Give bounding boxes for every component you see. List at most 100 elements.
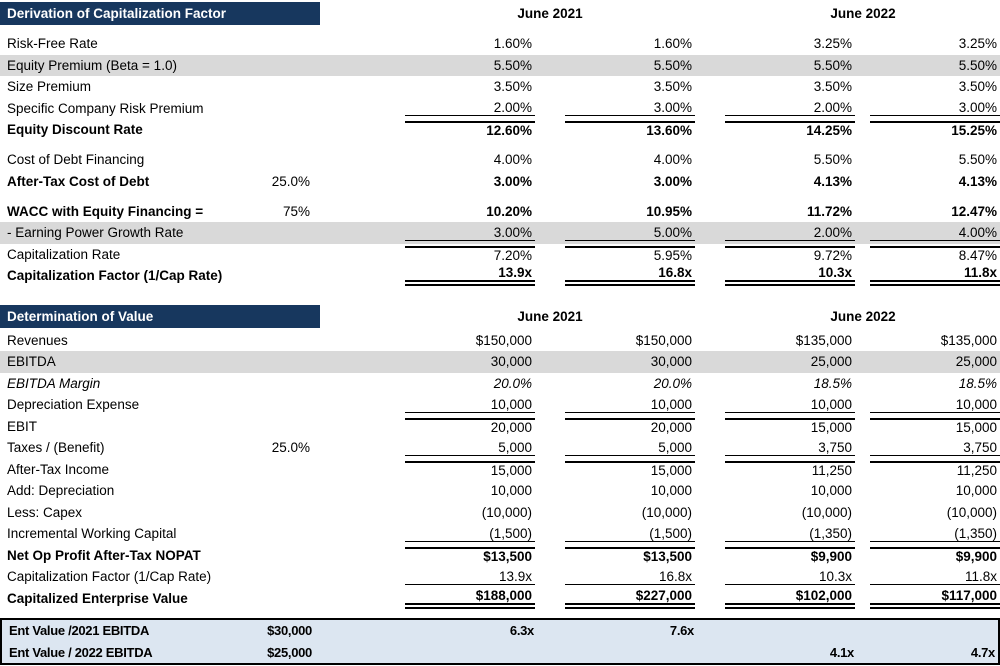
cell-value: $9,900	[870, 546, 1000, 564]
value-cell: 10.3x	[695, 265, 855, 287]
period-header-june-2021: June 2021	[517, 6, 583, 21]
value-cell: 4.13%	[695, 174, 855, 189]
cell-value: $135,000	[940, 332, 997, 348]
value-cell: (10,000)	[855, 505, 1000, 520]
table-row: EBITDA 30,000 30,000 25,000 25,000	[0, 351, 1000, 373]
value-cell: 3.00%	[535, 174, 695, 189]
value-cell: (10,000)	[310, 505, 535, 520]
value-cell: 3,750	[855, 440, 1000, 456]
row-label: Cost of Debt Financing	[7, 152, 145, 168]
value-cell: 5,000	[535, 440, 695, 456]
value-cell: $150,000	[310, 333, 535, 348]
cell-value: 12.60%	[405, 121, 535, 138]
row-label: Revenues	[7, 332, 68, 348]
cell-value: 10.3x	[725, 265, 855, 287]
value-cell: 5.50%	[310, 58, 535, 73]
value-cell: 3.25%	[855, 36, 1000, 51]
cell-value: $150,000	[475, 332, 532, 348]
cell-value: 13.9x	[405, 569, 535, 585]
row-gap	[0, 192, 1000, 201]
value-cell: 4.1x	[697, 645, 857, 660]
cell-value: 7.6x	[669, 623, 694, 639]
value-cell: 13.60%	[535, 121, 695, 138]
value-cell: 16.8x	[535, 569, 695, 585]
value-cell: (1,500)	[310, 526, 535, 542]
row-label: Ent Value / 2022 EBITDA	[9, 644, 153, 660]
value-cell: 10.3x	[695, 569, 855, 585]
table-row: After-Tax Income 15,000 15,000 11,250 11,250	[0, 459, 1000, 481]
cell-value: $117,000	[870, 588, 1000, 609]
cell-value: 10.20%	[486, 203, 532, 219]
table-row: Ent Value / 2022 EBITDA $25,000 4.1x 4.7x	[2, 642, 998, 664]
cell-value: $9,900	[725, 546, 855, 564]
cell-value: 7.20%	[405, 245, 535, 263]
table-row: - Earning Power Growth Rate 3.00% 5.00% 2.0…	[0, 222, 1000, 244]
cell-value: 3.25%	[958, 36, 997, 52]
table1-period-col-2: June 2022	[695, 6, 1000, 21]
cell-value: 4.00%	[493, 152, 532, 168]
cell-value: 6.3x	[509, 623, 534, 639]
summary-box: Ent Value /2021 EBITDA $30,000 6.3x 7.6x Ent…	[0, 618, 1000, 665]
row-label: Specific Company Risk Premium	[7, 100, 204, 116]
cell-value: (10,000)	[801, 504, 852, 520]
row-label: Capitalization Rate	[7, 246, 121, 262]
cell-value: 5.50%	[958, 152, 997, 168]
table-row: WACC with Equity Financing = 75% 10.20% 10.…	[0, 201, 1000, 223]
cell-value: 11,250	[870, 460, 1000, 478]
table1-header-row: Derivation of Capitalization Factor June…	[0, 2, 1000, 25]
row-sub-value: 75%	[282, 203, 310, 219]
table-row: Depreciation Expense 10,000 10,000 10,000 10…	[0, 394, 1000, 416]
cell-value: 2.00%	[725, 225, 855, 241]
cell-value: 20,000	[565, 417, 695, 435]
table2-period-col-1: June 2021	[320, 309, 695, 324]
value-cell: (1,350)	[855, 526, 1000, 542]
value-cell: 1.60%	[310, 36, 535, 51]
value-cell: $13,500	[535, 546, 695, 564]
value-cell: 4.00%	[310, 152, 535, 167]
value-cell: $135,000	[855, 333, 1000, 348]
period-header-june-2022: June 2022	[830, 6, 896, 21]
value-cell: 6.3x	[312, 623, 537, 638]
cell-value: 5,000	[565, 440, 695, 456]
value-cell: $150,000	[535, 333, 695, 348]
value-cell	[697, 623, 857, 638]
value-cell: 7.6x	[537, 623, 697, 638]
table2-title: Determination of Value	[0, 304, 320, 328]
cell-value: 10,000	[490, 483, 532, 499]
cell-value: 15,000	[870, 417, 1000, 435]
value-cell: 2.00%	[695, 100, 855, 117]
cell-value: 10,000	[650, 483, 692, 499]
cell-value: 5.50%	[958, 57, 997, 73]
value-cell: 18.5%	[855, 376, 1000, 391]
table-row: EBITDA Margin 20.0% 20.0% 18.5% 18.5%	[0, 373, 1000, 395]
cell-value: 25,000	[810, 354, 852, 370]
cell-value: 10.95%	[646, 203, 692, 219]
value-cell: 5.00%	[535, 225, 695, 241]
cell-value: 2.00%	[725, 100, 855, 117]
value-cell: 3.50%	[310, 79, 535, 94]
table1-title: Derivation of Capitalization Factor	[0, 2, 320, 25]
row-sub-value: $30,000	[267, 623, 312, 639]
cell-value: $13,500	[405, 546, 535, 564]
cell-value: 3.00%	[653, 173, 692, 189]
cell-value: 4.1x	[829, 644, 854, 660]
period-header-june-2021: June 2021	[517, 308, 583, 324]
row-label: Less: Capex	[7, 504, 83, 520]
value-cell: 18.5%	[695, 376, 855, 391]
value-cell: 4.7x	[857, 645, 998, 660]
row-label: EBIT	[7, 418, 38, 434]
cell-value: (1,350)	[725, 526, 855, 542]
cell-value: 20,000	[405, 417, 535, 435]
cell-value: $135,000	[795, 332, 852, 348]
cell-value: $150,000	[635, 332, 692, 348]
summary-rows: Ent Value /2021 EBITDA $30,000 6.3x 7.6x Ent…	[2, 620, 998, 663]
row-label: - Earning Power Growth Rate	[7, 225, 184, 241]
value-cell: 11,250	[695, 460, 855, 478]
cell-value: 15.25%	[870, 121, 1000, 138]
cell-value: 18.5%	[958, 375, 997, 391]
cell-value: 11,250	[725, 460, 855, 478]
cell-value: 1.60%	[653, 36, 692, 52]
value-cell: (1,500)	[535, 526, 695, 542]
value-cell: $9,900	[695, 546, 855, 564]
